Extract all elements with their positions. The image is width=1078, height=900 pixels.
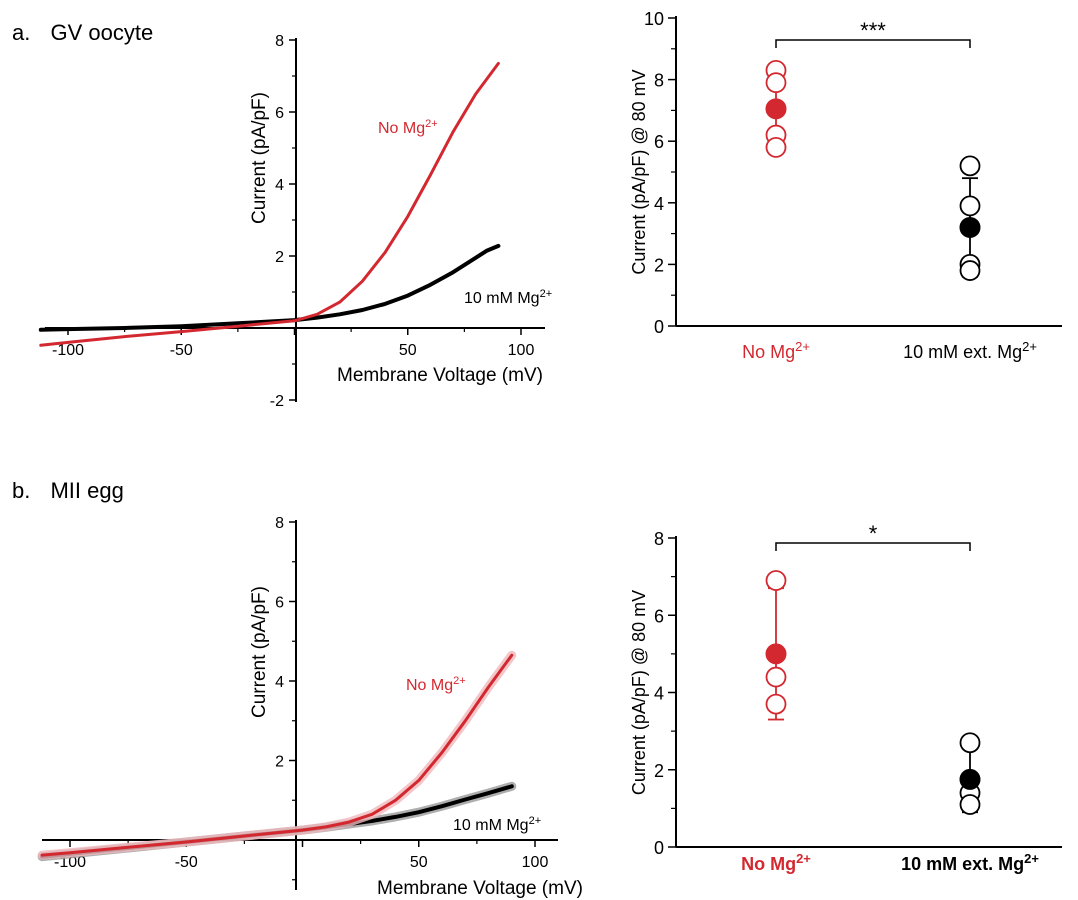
significance-bracket bbox=[775, 542, 971, 551]
iv-x-axis-label: Membrane Voltage (mV) bbox=[337, 365, 543, 386]
dot-y-axis-label: Current (pA/pF) @ 80 mV bbox=[629, 69, 649, 274]
data-point bbox=[959, 155, 981, 177]
iv-x-tick-label: 50 bbox=[410, 854, 428, 871]
panel-a-label: a. GV oocyte bbox=[12, 20, 153, 46]
category-label: 10 mM ext. Mg2+ bbox=[903, 339, 1037, 362]
iv-y-tick-label: 8 bbox=[275, 33, 284, 50]
category-label: 10 mM ext. Mg2+ bbox=[901, 851, 1039, 874]
iv-y-tick-label: 2 bbox=[275, 249, 284, 266]
iv-y-tick-label: 2 bbox=[275, 754, 284, 771]
iv-series-label: 10 mM Mg2+ bbox=[464, 288, 552, 307]
data-point bbox=[765, 570, 787, 591]
mean-point bbox=[959, 768, 981, 790]
dot-y-tick-label: 4 bbox=[654, 684, 664, 704]
iv-y-tick-label: 6 bbox=[275, 595, 284, 612]
dot-y-tick-label: 8 bbox=[654, 71, 664, 91]
iv-x-axis-label: Membrane Voltage (mV) bbox=[377, 878, 583, 899]
data-point bbox=[959, 794, 981, 815]
panel-a-letter: a. bbox=[12, 20, 31, 45]
dot-y-tick-label: 6 bbox=[654, 606, 664, 626]
iv-series-label: No Mg2+ bbox=[378, 118, 438, 137]
significance-bracket bbox=[775, 39, 971, 48]
dot-y-tick-label: 6 bbox=[654, 132, 664, 152]
iv-chart-a: -100 -50 50 100 -2 2 4 6 8 Current (pA/pF) Membran… bbox=[38, 33, 552, 410]
data-point bbox=[765, 72, 787, 94]
dot-y-tick-label: 4 bbox=[654, 194, 664, 214]
significance-stars: *** bbox=[860, 18, 886, 43]
dot-y-tick-label: 2 bbox=[654, 255, 664, 275]
panel-a-title: GV oocyte bbox=[50, 20, 154, 45]
category-label: No Mg2+ bbox=[741, 851, 811, 874]
iv-series-line bbox=[40, 653, 514, 857]
dot-y-axis-label: Current (pA/pF) @ 80 mV bbox=[629, 590, 649, 795]
dot-y-tick-label: 10 bbox=[644, 9, 664, 29]
dot-chart-a: 0 2 4 6 8 10 Current (pA/pF) @ 80 mV *** No Mg2+… bbox=[629, 9, 1062, 362]
iv-x-tick-label: 50 bbox=[399, 342, 417, 359]
dot-y-tick-label: 2 bbox=[654, 761, 664, 781]
data-point bbox=[959, 732, 981, 754]
iv-x-tick-label: 100 bbox=[508, 342, 535, 359]
iv-y-axis-label: Current (pA/pF) bbox=[249, 586, 270, 718]
data-point bbox=[765, 693, 787, 715]
iv-y-tick-label: 4 bbox=[275, 177, 284, 194]
iv-y-tick-label: 4 bbox=[275, 674, 284, 691]
panel-b-letter: b. bbox=[12, 478, 31, 503]
significance-stars: * bbox=[869, 521, 878, 546]
data-point bbox=[959, 195, 981, 217]
iv-series-label: 10 mM Mg2+ bbox=[453, 815, 541, 834]
data-point bbox=[959, 260, 981, 281]
iv-y-tick-label: 6 bbox=[275, 105, 284, 122]
iv-series-label: No Mg2+ bbox=[406, 675, 466, 694]
mean-point bbox=[765, 643, 787, 665]
iv-series-line bbox=[39, 61, 500, 347]
iv-y-tick-label: 8 bbox=[275, 515, 284, 532]
iv-x-tick-label: -100 bbox=[52, 342, 84, 359]
panel-b-label: b. MII egg bbox=[12, 478, 124, 504]
mean-point bbox=[959, 216, 981, 238]
iv-series-line bbox=[38, 243, 501, 332]
dot-chart-b: 0 2 4 6 8 Current (pA/pF) @ 80 mV * No Mg2+ 10 m… bbox=[629, 521, 1062, 874]
iv-y-tick-label: -2 bbox=[270, 393, 284, 410]
iv-x-tick-label: -50 bbox=[175, 854, 198, 871]
mean-point bbox=[765, 98, 787, 120]
category-label: No Mg2+ bbox=[742, 339, 810, 362]
panel-b-title: MII egg bbox=[50, 478, 124, 503]
dot-y-tick-label: 0 bbox=[654, 317, 664, 337]
dot-y-tick-label: 8 bbox=[654, 529, 664, 549]
dot-y-tick-label: 0 bbox=[654, 838, 664, 858]
iv-y-axis-label: Current (pA/pF) bbox=[249, 92, 270, 224]
data-point bbox=[765, 666, 787, 688]
iv-x-tick-label: 100 bbox=[522, 854, 549, 871]
iv-x-tick-label: -50 bbox=[170, 342, 193, 359]
data-point bbox=[765, 136, 787, 158]
